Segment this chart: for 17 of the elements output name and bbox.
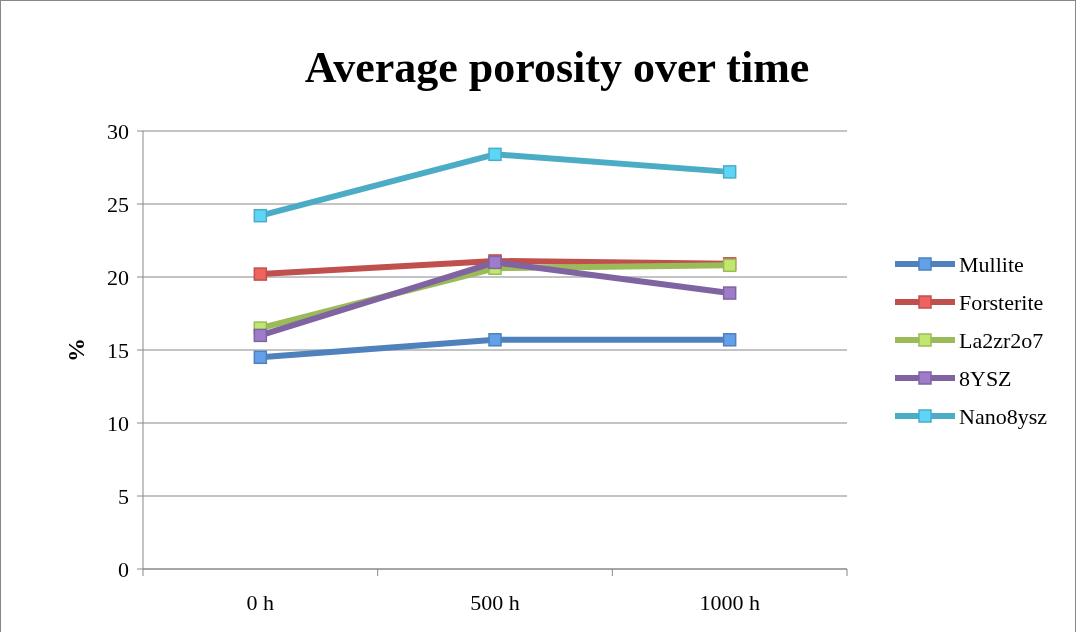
y-axis-title: % — [63, 338, 90, 362]
legend-label: Mullite — [959, 251, 1024, 277]
y-tick-label: 25 — [107, 191, 129, 217]
chart-title: Average porosity over time — [304, 43, 810, 92]
x-tick-label: 0 h — [246, 590, 275, 615]
y-tick-label: 10 — [107, 410, 129, 436]
y-tick-label: 15 — [107, 337, 129, 363]
y-tick-label: 0 — [118, 556, 129, 582]
y-tick-label: 20 — [107, 264, 129, 290]
legend-label: 8YSZ — [959, 365, 1012, 391]
y-tick-label: 5 — [118, 483, 129, 509]
legend-label: Forsterite — [959, 289, 1044, 315]
legend-label: Nano8ysz — [959, 403, 1048, 429]
x-tick-label: 1000 h — [699, 590, 760, 615]
legend-label: La2zr2o7 — [959, 327, 1044, 353]
x-tick-label: 500 h — [470, 590, 520, 615]
y-tick-label: 30 — [107, 118, 129, 144]
